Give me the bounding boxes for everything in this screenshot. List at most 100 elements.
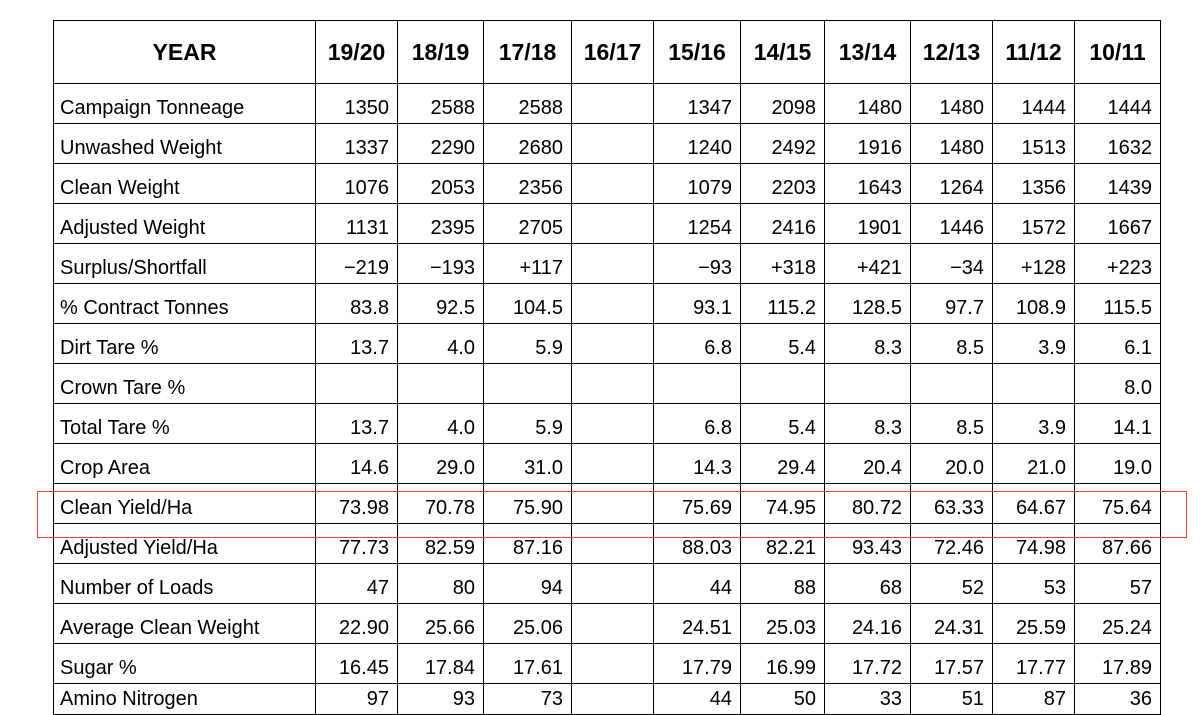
table-cell: 17.72 <box>824 643 911 684</box>
table-cell: 70.78 <box>397 483 484 524</box>
table-cell: 88.03 <box>653 523 741 564</box>
table-cell: 17.89 <box>1074 643 1161 684</box>
table-cell: 1444 <box>1074 83 1161 124</box>
table-row: Amino Nitrogen 97 93 73 44 50 33 51 87 36 <box>53 683 1161 715</box>
table-cell <box>910 363 993 404</box>
table-cell: 1337 <box>315 123 398 164</box>
table-cell: 74.95 <box>740 483 825 524</box>
row-label: % Contract Tonnes <box>53 283 316 324</box>
table-cell: −219 <box>315 243 398 284</box>
table-row: Adjusted Yield/Ha 77.73 82.59 87.16 88.03 82.… <box>53 523 1161 564</box>
table-cell: 36 <box>1074 683 1161 715</box>
table-cell: +117 <box>483 243 572 284</box>
table-cell: 2492 <box>740 123 825 164</box>
table-cell: 97.7 <box>910 283 993 324</box>
table-cell: 44 <box>653 683 741 715</box>
table-cell: 2395 <box>397 203 484 244</box>
table-cell: 14.3 <box>653 443 741 484</box>
table-cell: 2588 <box>483 83 572 124</box>
table-cell: 17.77 <box>992 643 1075 684</box>
table-cell: 50 <box>740 683 825 715</box>
table-cell: 93.43 <box>824 523 911 564</box>
table-cell: 20.4 <box>824 443 911 484</box>
table-cell <box>653 363 741 404</box>
table-cell <box>571 523 654 564</box>
table-cell: 88 <box>740 563 825 604</box>
table-cell: 52 <box>910 563 993 604</box>
table-cell: 1240 <box>653 123 741 164</box>
table-cell: 51 <box>910 683 993 715</box>
table-cell: 128.5 <box>824 283 911 324</box>
table-cell: 5.9 <box>483 403 572 444</box>
table-cell: 1446 <box>910 203 993 244</box>
table-cell: 1347 <box>653 83 741 124</box>
table-cell: 17.61 <box>483 643 572 684</box>
table-cell: 25.06 <box>483 603 572 644</box>
table-cell: 25.24 <box>1074 603 1161 644</box>
table-row: Crown Tare % 8.0 <box>53 363 1161 404</box>
table-cell: 75.64 <box>1074 483 1161 524</box>
table-cell: 1350 <box>315 83 398 124</box>
table-cell: 8.3 <box>824 323 911 364</box>
year-column-header: 13/14 <box>824 20 911 84</box>
table-cell: 115.5 <box>1074 283 1161 324</box>
table-cell: 80 <box>397 563 484 604</box>
table-cell: 17.79 <box>653 643 741 684</box>
row-label: Number of Loads <box>53 563 316 604</box>
table-cell: +318 <box>740 243 825 284</box>
year-header: YEAR <box>53 20 316 84</box>
table-row: Number of Loads 47 80 94 44 88 68 52 53 57 <box>53 563 1161 604</box>
table-cell <box>397 363 484 404</box>
table-cell <box>824 363 911 404</box>
table-cell <box>740 363 825 404</box>
table-cell <box>571 243 654 284</box>
year-column-header: 17/18 <box>483 20 572 84</box>
table-row: Total Tare % 13.7 4.0 5.9 6.8 5.4 8.3 8.5 3.9 14.… <box>53 403 1161 444</box>
table-cell: 2416 <box>740 203 825 244</box>
table-cell: 2588 <box>397 83 484 124</box>
table-cell: 3.9 <box>992 403 1075 444</box>
table-cell: 87.16 <box>483 523 572 564</box>
year-column-header: 14/15 <box>740 20 825 84</box>
table-cell: 87.66 <box>1074 523 1161 564</box>
table-cell: 19.0 <box>1074 443 1161 484</box>
row-label: Total Tare % <box>53 403 316 444</box>
document-page: YEAR 19/20 18/19 17/18 16/17 15/16 14/15 13/14… <box>37 20 1187 715</box>
table-cell: 21.0 <box>992 443 1075 484</box>
header-row: YEAR 19/20 18/19 17/18 16/17 15/16 14/15 13/14… <box>53 20 1161 84</box>
table-cell <box>571 83 654 124</box>
table-cell <box>315 363 398 404</box>
table-cell: 6.8 <box>653 403 741 444</box>
table-cell: 1439 <box>1074 163 1161 204</box>
table-cell: 1643 <box>824 163 911 204</box>
table-cell: 2053 <box>397 163 484 204</box>
table-cell: 97 <box>315 683 398 715</box>
table-cell: +223 <box>1074 243 1161 284</box>
table-cell: 20.0 <box>910 443 993 484</box>
table-row: Unwashed Weight 1337 2290 2680 1240 2492 1916 1… <box>53 123 1161 164</box>
row-label: Amino Nitrogen <box>53 683 316 715</box>
table-cell: 1356 <box>992 163 1075 204</box>
table-cell: +128 <box>992 243 1075 284</box>
table-cell <box>571 563 654 604</box>
table-cell: 44 <box>653 563 741 604</box>
table-cell: 1480 <box>824 83 911 124</box>
row-label: Clean Weight <box>53 163 316 204</box>
table-cell <box>571 123 654 164</box>
year-column-header: 15/16 <box>653 20 741 84</box>
table-cell <box>483 363 572 404</box>
year-column-header: 19/20 <box>315 20 398 84</box>
table-cell: 17.84 <box>397 643 484 684</box>
table-body: Campaign Tonneage 1350 2588 2588 1347 2098 148… <box>53 83 1161 715</box>
table-cell <box>571 603 654 644</box>
table-row: Sugar % 16.45 17.84 17.61 17.79 16.99 17.72 17.… <box>53 643 1161 684</box>
table-cell: 77.73 <box>315 523 398 564</box>
table-cell: 13.7 <box>315 403 398 444</box>
table-row: Campaign Tonneage 1350 2588 2588 1347 2098 148… <box>53 83 1161 124</box>
table-row: Surplus/Shortfall −219 −193 +117 −93 +318 +421… <box>53 243 1161 284</box>
table-cell: 24.31 <box>910 603 993 644</box>
table-cell: 83.8 <box>315 283 398 324</box>
table-cell: 80.72 <box>824 483 911 524</box>
table-cell: −193 <box>397 243 484 284</box>
table-cell: 33 <box>824 683 911 715</box>
